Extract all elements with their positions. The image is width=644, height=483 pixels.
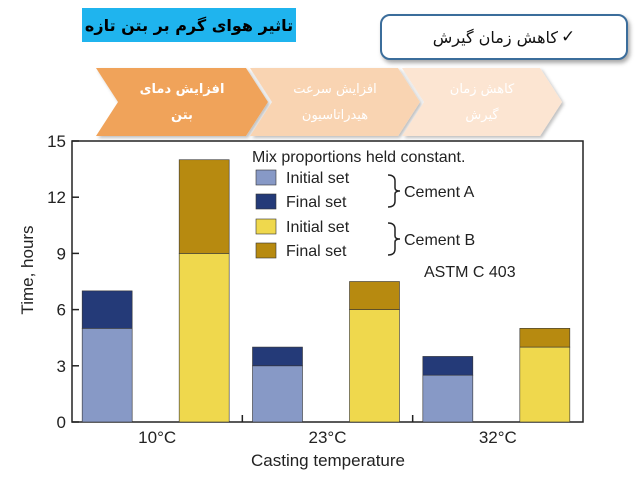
- legend-label-a-final: Final set: [286, 194, 347, 211]
- legend-brace-b: [387, 222, 401, 256]
- setting-time-badge: ✓ کاهش زمان گیرش: [380, 14, 628, 60]
- bars-group: [81, 159, 571, 423]
- bar-a-initial-0: [81, 328, 133, 423]
- flow-step-1-line1: افزایش دمای: [140, 82, 225, 97]
- bar-b-initial-0: [178, 253, 230, 423]
- x-tick-label-2: 32°C: [479, 428, 517, 447]
- slide-title: تاثیر هوای گرم بر بتن تازه: [82, 8, 296, 42]
- bar-b-initial-1: [349, 309, 400, 423]
- legend-swatch-a-initial: [255, 169, 277, 186]
- x-tick-label-0: 10°C: [138, 428, 176, 447]
- legend-swatch-b-initial: [255, 218, 277, 235]
- y-tick-label-5: 15: [47, 132, 66, 151]
- legend-swatch-b-final: [255, 242, 277, 259]
- process-flow: افزایش دمای بتن افزایش سرعت هیدراتاسیون …: [96, 68, 562, 136]
- x-tick-label-1: 23°C: [309, 428, 347, 447]
- legend-label-b-initial: Initial set: [286, 219, 350, 236]
- legend-brace-a: [387, 174, 401, 208]
- legend-label-a-initial: Initial set: [286, 170, 350, 187]
- flow-step-3-shape: [402, 68, 562, 136]
- x-axis-label: Casting temperature: [251, 451, 405, 470]
- flow-step-3-line1: کاهش زمان: [450, 82, 515, 97]
- flow-step-2-line1: افزایش سرعت: [293, 82, 377, 97]
- legend: Initial set Final set Cement A Initial s…: [255, 169, 475, 260]
- y-tick-label-1: 3: [57, 357, 66, 376]
- annotation-mix-proportions: Mix proportions held constant.: [252, 149, 465, 166]
- badge-label: کاهش زمان گیرش: [432, 27, 558, 47]
- y-tick-label-3: 9: [57, 244, 66, 263]
- bar-a-initial-2: [422, 374, 474, 423]
- checkmark-icon: ✓: [561, 27, 576, 47]
- flow-step-2-shape: [250, 68, 420, 136]
- bar-b-final-0: [178, 159, 230, 254]
- flow-step-3-line2: گیرش: [465, 107, 499, 123]
- legend-group-a: Cement A: [404, 184, 475, 201]
- bar-a-final-2: [422, 356, 474, 376]
- y-tick-label-4: 12: [47, 188, 66, 207]
- bar-a-final-0: [81, 290, 133, 329]
- flow-step-1-line2: بتن: [171, 108, 193, 123]
- annotation-standard: ASTM C 403: [424, 264, 516, 281]
- flow-step-2-line2: هیدراتاسیون: [302, 108, 368, 123]
- bar-b-final-2: [519, 328, 571, 348]
- y-axis-ticks: 0 3 6 9 12 15: [47, 132, 79, 432]
- plot-frame: [71, 140, 584, 423]
- legend-swatch-a-final: [255, 193, 277, 210]
- x-axis-ticks: 10°C 23°C 32°C: [138, 415, 517, 447]
- y-tick-label-0: 0: [57, 413, 66, 432]
- legend-label-b-final: Final set: [286, 243, 347, 260]
- legend-group-b: Cement B: [404, 232, 475, 249]
- bar-b-final-1: [349, 281, 400, 310]
- y-tick-label-2: 6: [57, 301, 66, 320]
- y-axis-label: Time, hours: [18, 225, 37, 314]
- bar-a-initial-1: [252, 365, 303, 423]
- bar-a-final-1: [252, 346, 303, 367]
- bar-b-initial-2: [519, 346, 571, 423]
- flow-step-1-shape: [96, 68, 268, 136]
